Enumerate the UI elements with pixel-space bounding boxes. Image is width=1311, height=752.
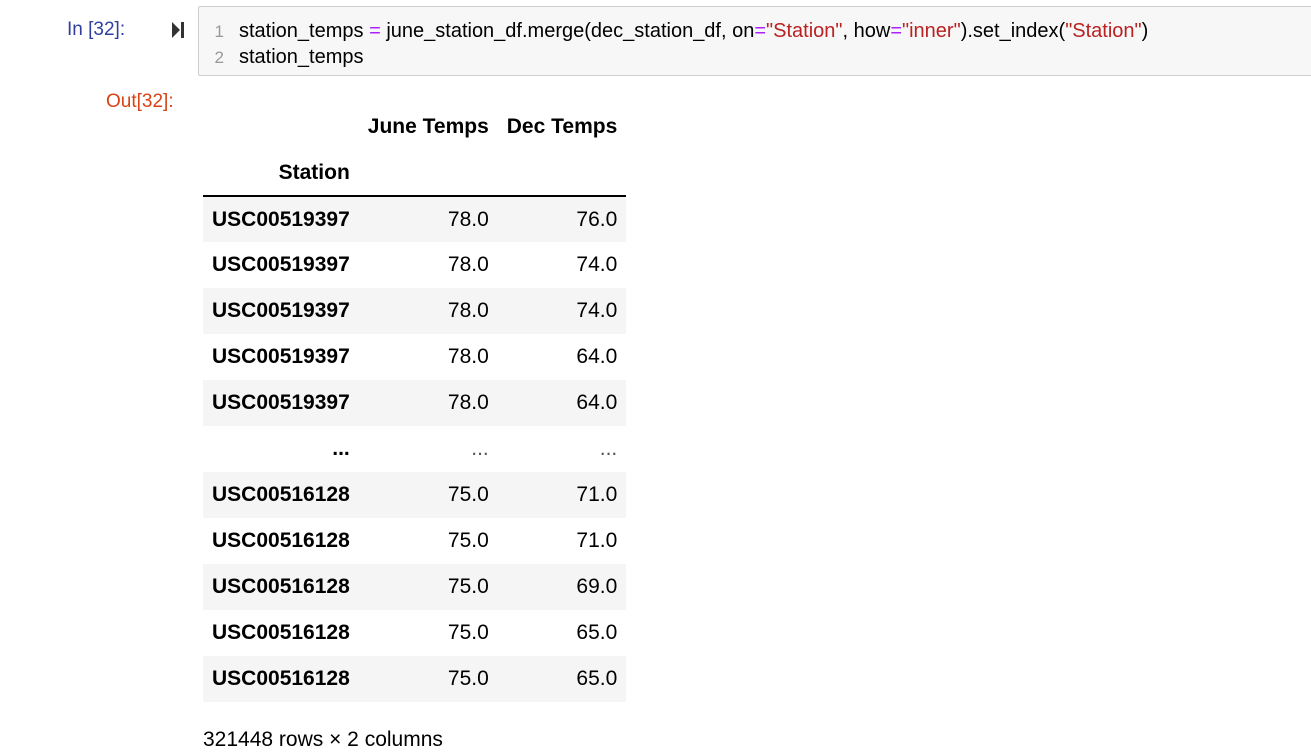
line-number: 2: [214, 48, 224, 67]
row-index: USC00516128: [212, 529, 350, 552]
index-corner-cell: [203, 104, 359, 150]
cell-june-temp: 78.0: [447, 253, 489, 276]
cell-dec-temp: 69.0: [576, 575, 618, 598]
cell-june-temp: 75.0: [447, 529, 489, 552]
table-row: USC00519397 78.0 64.0: [203, 380, 627, 426]
cell-june-temp: 78.0: [447, 299, 489, 322]
row-index: USC00516128: [212, 667, 350, 690]
row-index: USC00519397: [212, 299, 350, 322]
ellipsis-row: ... ... ...: [203, 426, 627, 472]
line-number: 1: [214, 22, 224, 41]
table-row: USC00516128 75.0 71.0: [203, 518, 627, 564]
cell-june-temp: 75.0: [447, 621, 489, 644]
cell-dec-temp: 71.0: [576, 529, 618, 552]
index-name-row: Station: [203, 150, 627, 197]
code-token: =: [754, 20, 767, 42]
code-token: "inner": [902, 20, 961, 42]
cell-june-temp: 78.0: [447, 345, 489, 368]
code-editor[interactable]: 1 station_temps = june_station_df.merge(d…: [198, 6, 1311, 76]
table-body: USC00519397 78.0 76.0 USC00519397 78.0 7…: [203, 196, 627, 702]
code-text: station_temps = june_station_df.merge(de…: [239, 20, 1148, 42]
empty-header-cell: [358, 150, 498, 197]
cell-dec-temp: 64.0: [576, 345, 618, 368]
code-token: "Station": [1065, 20, 1142, 42]
code-token: station_temps: [239, 46, 364, 68]
code-token: , how: [842, 20, 891, 42]
row-index: USC00516128: [212, 575, 350, 598]
code-token: =: [890, 20, 903, 42]
row-index: USC00519397: [212, 253, 350, 276]
row-index: USC00516128: [212, 483, 350, 506]
row-index: USC00519397: [212, 207, 350, 231]
cell-dec-temp: 65.0: [576, 667, 618, 690]
cell-dec-temp: 74.0: [576, 299, 618, 322]
cell-dec-temp: 65.0: [576, 621, 618, 644]
column-header: Dec Temps: [506, 115, 618, 138]
cell-ellipsis: ...: [599, 437, 618, 460]
table-row: USC00519397 78.0 74.0: [203, 242, 627, 288]
cell-dec-temp: 64.0: [576, 391, 618, 414]
code-token: station_temps: [239, 20, 370, 42]
table-row: USC00516128 75.0 69.0: [203, 564, 627, 610]
run-cell-icon[interactable]: [170, 20, 186, 40]
cell-june-temp: 78.0: [447, 391, 489, 414]
index-name: Station: [203, 150, 359, 197]
row-index: USC00519397: [212, 345, 350, 368]
code-line: 2 station_temps: [199, 45, 364, 69]
code-text: station_temps: [239, 46, 364, 68]
row-index: USC00516128: [212, 621, 350, 644]
cell-june-temp: 75.0: [447, 483, 489, 506]
row-index: USC00519397: [212, 391, 350, 414]
table-row: USC00519397 78.0 64.0: [203, 334, 627, 380]
table-row: USC00519397 78.0 74.0: [203, 288, 627, 334]
cell-june-temp: 75.0: [447, 575, 489, 598]
code-token: "Station": [766, 20, 843, 42]
row-index-ellipsis: ...: [332, 437, 350, 460]
table-row: USC00516128 75.0 65.0: [203, 656, 627, 702]
cell-dec-temp: 71.0: [576, 483, 618, 506]
column-header: June Temps: [367, 115, 489, 138]
code-token: =: [369, 20, 381, 42]
table-row: USC00519397 78.0 76.0: [203, 196, 627, 242]
code-token: ).set_index(: [960, 20, 1066, 42]
cell-ellipsis: ...: [471, 437, 489, 460]
cell-june-temp: 78.0: [447, 207, 489, 231]
empty-header-cell: [497, 150, 627, 197]
table-row: USC00516128 75.0 65.0: [203, 610, 627, 656]
column-header-row: June Temps Dec Temps: [203, 104, 626, 150]
cell-dec-temp: 76.0: [576, 207, 618, 231]
code-token: june_station_df.merge(dec_station_df, on: [380, 20, 755, 42]
dataframe-table: June Temps Dec Temps Station USC00519397…: [203, 104, 627, 702]
cell-dec-temp: 74.0: [576, 253, 618, 276]
dataframe-shape: 321448 rows × 2 columns: [203, 728, 443, 751]
code-line: 1 station_temps = june_station_df.merge(d…: [199, 19, 1149, 43]
code-token: ): [1141, 20, 1149, 42]
cell-june-temp: 75.0: [447, 667, 489, 690]
output-prompt: Out[32]:: [106, 91, 174, 112]
input-prompt: In [32]:: [67, 19, 126, 40]
table-row: USC00516128 75.0 71.0: [203, 472, 627, 518]
